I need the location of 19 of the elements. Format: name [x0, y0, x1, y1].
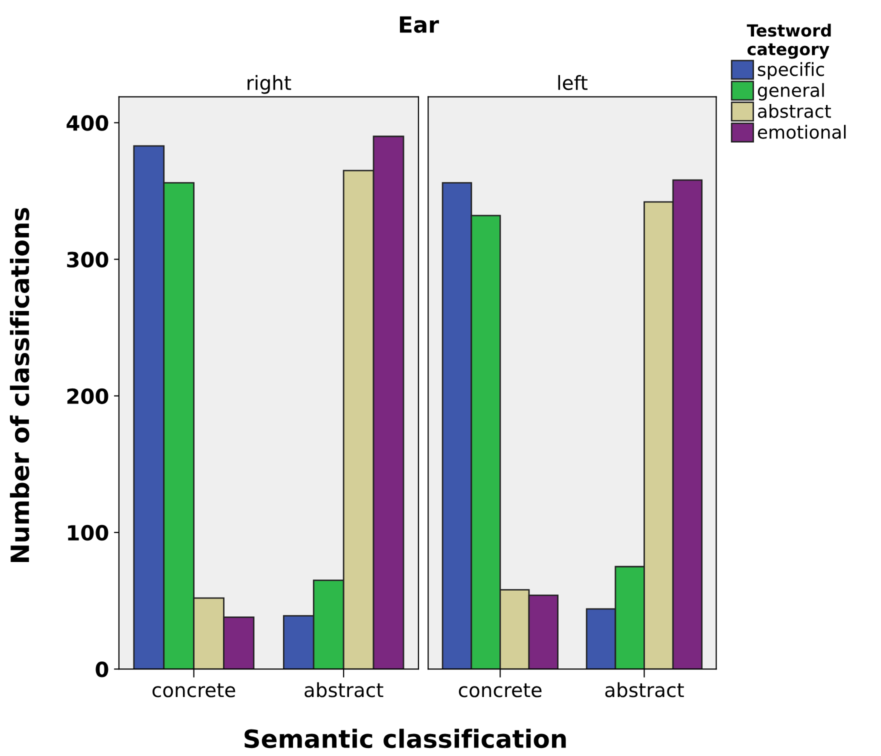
y-tick-label: 300: [67, 252, 108, 268]
legend-label: abstract: [758, 104, 831, 118]
x-tick-label: abstract: [304, 682, 384, 698]
chart-title: left: [558, 75, 588, 90]
y-tick-label: 400: [66, 115, 108, 131]
x-tick-label: concrete: [458, 683, 542, 698]
x-axis-title: Semantic classification: [244, 728, 566, 748]
y-axis-title: Number of classifications: [10, 208, 30, 562]
legend-label: general: [758, 83, 824, 101]
x-tick-label: concrete: [152, 683, 236, 698]
x-tick-label: abstract: [605, 682, 684, 698]
legend-label: specific: [758, 62, 824, 80]
legend-label: emotional: [758, 124, 846, 139]
chart-title: right: [248, 75, 292, 94]
y-tick-label: 100: [68, 524, 108, 541]
text: Ear: [400, 16, 439, 33]
y-tick-label: 0: [96, 662, 108, 678]
y-tick-label: 200: [67, 388, 108, 404]
legend-title: Testword category: [746, 24, 831, 59]
